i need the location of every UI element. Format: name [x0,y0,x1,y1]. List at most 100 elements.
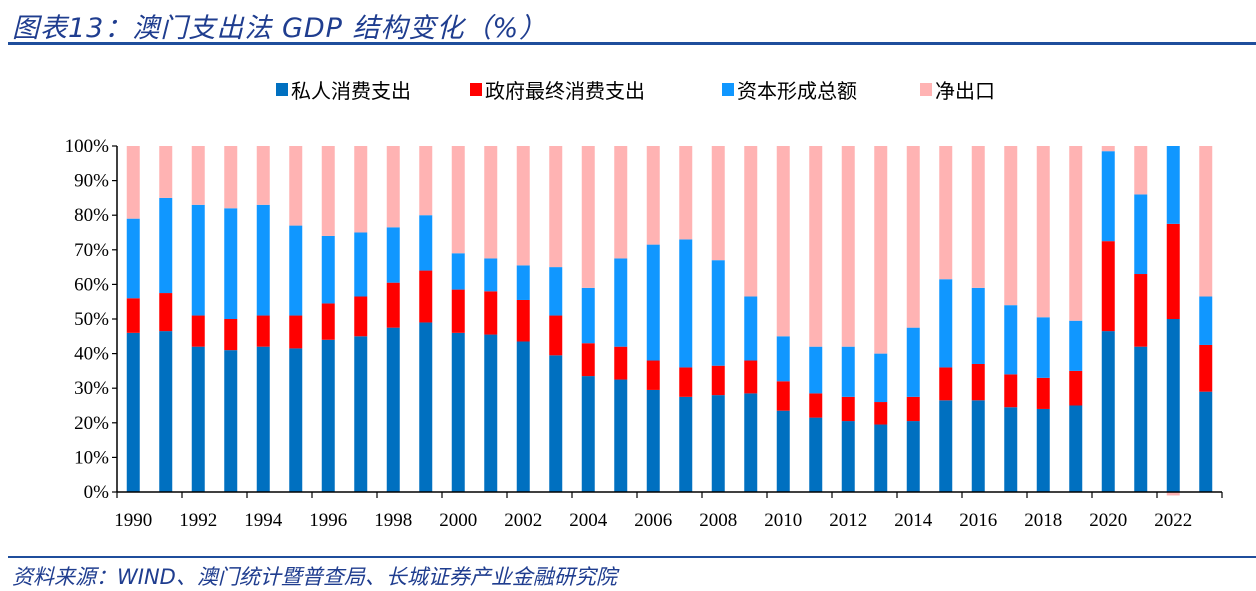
bar-2013-series-2 [874,353,888,403]
bar-1994-series-3 [256,146,270,205]
bar-2019-series-1 [1069,370,1083,406]
bar-2000-series-1 [451,289,465,333]
legend-swatch-0 [276,83,288,96]
y-tick-label: 50% [74,309,109,330]
x-tick-label: 2002 [504,510,542,531]
bar-1991-series-1 [159,293,173,332]
bar-2005-series-2 [614,258,628,347]
legend-swatch-3 [920,83,932,96]
bar-2017-series-2 [1004,305,1018,375]
y-tick-label: 70% [74,240,109,261]
x-tick-label: 2014 [894,510,933,531]
bar-2016-series-2 [971,287,985,364]
bar-2009-series-1 [744,360,758,394]
bar-1996-series-3 [321,146,335,236]
bar-2013-series-3 [874,146,888,354]
bar-2014-series-0 [906,421,920,492]
legend-label-2: 资本形成总额 [737,79,857,103]
bar-1995-series-2 [289,225,303,316]
bar-1992-series-2 [191,204,205,316]
y-tick-label: 60% [74,274,109,295]
bar-2020-series-0 [1101,331,1115,492]
bar-2003-series-3 [549,146,563,268]
bar-1993-series-0 [224,350,238,492]
bar-2002-series-1 [516,299,530,342]
y-tick-label: 100% [65,136,110,157]
bar-1992-series-1 [191,315,205,347]
y-tick-label: 40% [74,344,109,365]
bar-2007-series-2 [679,239,693,368]
bar-1997-series-1 [354,296,368,337]
bar-2008-series-1 [711,365,725,396]
x-tick-label: 2006 [634,510,672,531]
bar-2000-series-3 [451,146,465,254]
bar-2023-series-3 [1199,146,1213,297]
bar-1998-series-3 [386,146,400,228]
bar-1992-series-0 [191,346,205,492]
bar-2017-series-3 [1004,146,1018,306]
bar-2019-series-2 [1069,320,1083,371]
bar-2022-series-1 [1166,223,1180,319]
bar-2012-series-1 [841,396,855,422]
x-tick-label: 1994 [244,510,283,531]
bar-2015-series-3 [939,146,953,280]
bar-2011-series-0 [809,417,823,492]
bar-1997-series-0 [354,336,368,492]
legend-label-1: 政府最终消费支出 [485,79,645,103]
bar-2011-series-3 [809,146,823,347]
bar-2003-series-2 [549,267,563,316]
x-tick-label: 2004 [569,510,608,531]
x-tick-label: 2010 [764,510,802,531]
bar-2004-series-2 [581,287,595,344]
bar-1998-series-1 [386,282,400,328]
bar-2013-series-1 [874,402,888,425]
figure-title: 图表13：澳门支出法 GDP 结构变化（%） [12,13,548,44]
bar-2020-series-2 [1101,151,1115,242]
bar-1996-series-2 [321,235,335,304]
bar-2008-series-2 [711,260,725,366]
bar-2004-series-1 [581,343,595,377]
bar-1991-series-2 [159,197,173,294]
bar-2022-series-2 [1166,146,1180,224]
bar-2000-series-2 [451,253,465,290]
bar-2005-series-3 [614,146,628,259]
bar-1998-series-2 [386,227,400,283]
bar-2014-series-3 [906,146,920,328]
bar-1999-series-2 [419,215,433,271]
x-tick-label: 1998 [374,510,412,531]
bar-2023-series-2 [1199,296,1213,345]
x-tick-label: 2018 [1024,510,1062,531]
bar-2005-series-0 [614,379,628,492]
bar-2020-series-1 [1101,241,1115,332]
x-tick-label: 1992 [179,510,217,531]
y-tick-label: 90% [74,171,109,192]
bar-1997-series-2 [354,232,368,297]
bar-2001-series-1 [484,291,498,335]
bar-1995-series-3 [289,146,303,226]
bar-2012-series-3 [841,146,855,347]
bar-2009-series-2 [744,296,758,361]
bar-1990-series-1 [126,298,140,333]
bar-1994-series-0 [256,346,270,492]
bar-1999-series-1 [419,270,433,323]
bar-2021-series-1 [1134,274,1148,347]
legend-swatch-1 [470,83,482,96]
title-divider [8,42,1256,45]
bar-1995-series-0 [289,348,303,492]
x-tick-label: 2008 [699,510,737,531]
bar-1999-series-0 [419,322,433,492]
bar-2009-series-0 [744,393,758,492]
bar-2018-series-1 [1036,377,1050,409]
bar-1993-series-2 [224,208,238,319]
bar-2016-series-3 [971,146,985,288]
bar-2018-series-0 [1036,408,1050,492]
bar-2016-series-1 [971,363,985,401]
source-divider [8,556,1256,558]
bar-2006-series-1 [646,360,660,390]
bar-2012-series-0 [841,421,855,492]
bar-2004-series-0 [581,376,595,492]
bar-2019-series-3 [1069,146,1083,321]
bar-2004-series-3 [581,146,595,288]
y-tick-label: 10% [74,447,109,468]
bar-2003-series-1 [549,315,563,356]
